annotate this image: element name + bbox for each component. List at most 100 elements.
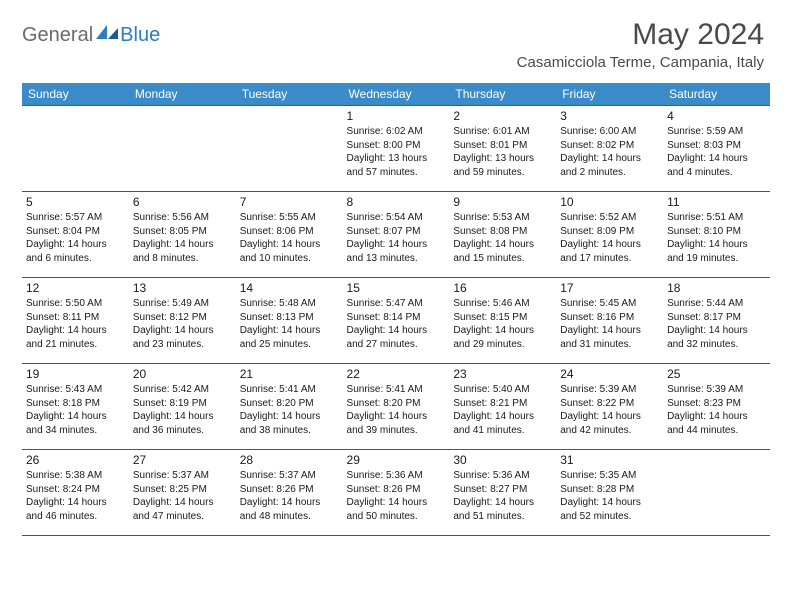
day-detail: Sunrise: 5:44 AMSunset: 8:17 PMDaylight:… [667, 297, 766, 351]
day-number: 10 [560, 195, 659, 209]
day-cell: 23 Sunrise: 5:40 AMSunset: 8:21 PMDayligh… [449, 364, 556, 450]
weekday-header-row: SundayMondayTuesdayWednesdayThursdayFrid… [22, 83, 770, 106]
weekday-header: Friday [556, 83, 663, 106]
day-detail: Sunrise: 5:38 AMSunset: 8:24 PMDaylight:… [26, 469, 125, 523]
day-cell: 11 Sunrise: 5:51 AMSunset: 8:10 PMDayligh… [663, 192, 770, 278]
month-title: May 2024 [517, 18, 764, 52]
day-number: 20 [133, 367, 232, 381]
day-detail: Sunrise: 5:59 AMSunset: 8:03 PMDaylight:… [667, 125, 766, 179]
day-cell: 19 Sunrise: 5:43 AMSunset: 8:18 PMDayligh… [22, 364, 129, 450]
day-detail: Sunrise: 5:52 AMSunset: 8:09 PMDaylight:… [560, 211, 659, 265]
day-detail: Sunrise: 5:45 AMSunset: 8:16 PMDaylight:… [560, 297, 659, 351]
day-cell: 15 Sunrise: 5:47 AMSunset: 8:14 PMDayligh… [343, 278, 450, 364]
weekday-header: Wednesday [343, 83, 450, 106]
day-detail: Sunrise: 5:53 AMSunset: 8:08 PMDaylight:… [453, 211, 552, 265]
day-number: 2 [453, 109, 552, 123]
logo-sail-icon [96, 25, 118, 41]
week-row: 5 Sunrise: 5:57 AMSunset: 8:04 PMDaylight… [22, 192, 770, 278]
day-cell: 14 Sunrise: 5:48 AMSunset: 8:13 PMDayligh… [236, 278, 343, 364]
day-number: 31 [560, 453, 659, 467]
day-number: 22 [347, 367, 446, 381]
day-number: 26 [26, 453, 125, 467]
day-number: 11 [667, 195, 766, 209]
day-number: 21 [240, 367, 339, 381]
day-detail: Sunrise: 5:47 AMSunset: 8:14 PMDaylight:… [347, 297, 446, 351]
day-detail: Sunrise: 5:51 AMSunset: 8:10 PMDaylight:… [667, 211, 766, 265]
day-detail: Sunrise: 5:37 AMSunset: 8:25 PMDaylight:… [133, 469, 232, 523]
day-cell: 2 Sunrise: 6:01 AMSunset: 8:01 PMDaylight… [449, 106, 556, 192]
week-row: 26 Sunrise: 5:38 AMSunset: 8:24 PMDayligh… [22, 450, 770, 536]
day-cell: 17 Sunrise: 5:45 AMSunset: 8:16 PMDayligh… [556, 278, 663, 364]
day-number: 19 [26, 367, 125, 381]
day-cell: 9 Sunrise: 5:53 AMSunset: 8:08 PMDaylight… [449, 192, 556, 278]
day-number: 25 [667, 367, 766, 381]
day-cell: 13Sunrise: 5:49 AMSunset: 8:12 PMDayligh… [129, 278, 236, 364]
day-detail: Sunrise: 5:46 AMSunset: 8:15 PMDaylight:… [453, 297, 552, 351]
day-cell: 28Sunrise: 5:37 AMSunset: 8:26 PMDayligh… [236, 450, 343, 536]
day-number: 5 [26, 195, 125, 209]
day-number: 15 [347, 281, 446, 295]
week-row: 1Sunrise: 6:02 AMSunset: 8:00 PMDaylight… [22, 106, 770, 192]
day-number: 14 [240, 281, 339, 295]
calendar-body: 1Sunrise: 6:02 AMSunset: 8:00 PMDaylight… [22, 106, 770, 536]
day-cell [129, 106, 236, 192]
day-detail: Sunrise: 5:50 AMSunset: 8:11 PMDaylight:… [26, 297, 125, 351]
day-cell: 30 Sunrise: 5:36 AMSunset: 8:27 PMDayligh… [449, 450, 556, 536]
day-detail: Sunrise: 5:39 AMSunset: 8:22 PMDaylight:… [560, 383, 659, 437]
day-number: 30 [453, 453, 552, 467]
day-cell: 24 Sunrise: 5:39 AMSunset: 8:22 PMDayligh… [556, 364, 663, 450]
day-cell: 12 Sunrise: 5:50 AMSunset: 8:11 PMDayligh… [22, 278, 129, 364]
day-number: 23 [453, 367, 552, 381]
logo-text-blue: Blue [120, 24, 160, 47]
day-number: 12 [26, 281, 125, 295]
day-cell: 31 Sunrise: 5:35 AMSunset: 8:28 PMDayligh… [556, 450, 663, 536]
day-detail: Sunrise: 5:39 AMSunset: 8:23 PMDaylight:… [667, 383, 766, 437]
day-detail: Sunrise: 5:43 AMSunset: 8:18 PMDaylight:… [26, 383, 125, 437]
header: General Blue May 2024 Casamicciola Terme… [0, 0, 792, 77]
day-number: 8 [347, 195, 446, 209]
day-cell: 29Sunrise: 5:36 AMSunset: 8:26 PMDayligh… [343, 450, 450, 536]
day-cell: 8 Sunrise: 5:54 AMSunset: 8:07 PMDaylight… [343, 192, 450, 278]
day-detail: Sunrise: 5:56 AMSunset: 8:05 PMDaylight:… [133, 211, 232, 265]
day-cell [236, 106, 343, 192]
day-detail: Sunrise: 5:54 AMSunset: 8:07 PMDaylight:… [347, 211, 446, 265]
day-cell: 18 Sunrise: 5:44 AMSunset: 8:17 PMDayligh… [663, 278, 770, 364]
day-number: 16 [453, 281, 552, 295]
day-cell: 6Sunrise: 5:56 AMSunset: 8:05 PMDaylight… [129, 192, 236, 278]
day-detail: Sunrise: 5:35 AMSunset: 8:28 PMDaylight:… [560, 469, 659, 523]
day-detail: Sunrise: 5:37 AMSunset: 8:26 PMDaylight:… [240, 469, 339, 523]
day-cell [22, 106, 129, 192]
day-cell: 16 Sunrise: 5:46 AMSunset: 8:15 PMDayligh… [449, 278, 556, 364]
week-row: 12 Sunrise: 5:50 AMSunset: 8:11 PMDayligh… [22, 278, 770, 364]
logo: General Blue [22, 18, 160, 47]
day-cell: 7Sunrise: 5:55 AMSunset: 8:06 PMDaylight… [236, 192, 343, 278]
day-number: 4 [667, 109, 766, 123]
day-detail: Sunrise: 6:00 AMSunset: 8:02 PMDaylight:… [560, 125, 659, 179]
day-detail: Sunrise: 5:40 AMSunset: 8:21 PMDaylight:… [453, 383, 552, 437]
day-cell: 27 Sunrise: 5:37 AMSunset: 8:25 PMDayligh… [129, 450, 236, 536]
day-number: 27 [133, 453, 232, 467]
day-number: 9 [453, 195, 552, 209]
day-number: 18 [667, 281, 766, 295]
day-number: 13 [133, 281, 232, 295]
day-detail: Sunrise: 5:57 AMSunset: 8:04 PMDaylight:… [26, 211, 125, 265]
day-detail: Sunrise: 6:01 AMSunset: 8:01 PMDaylight:… [453, 125, 552, 179]
day-cell: 1Sunrise: 6:02 AMSunset: 8:00 PMDaylight… [343, 106, 450, 192]
day-detail: Sunrise: 5:36 AMSunset: 8:27 PMDaylight:… [453, 469, 552, 523]
weekday-header: Thursday [449, 83, 556, 106]
day-detail: Sunrise: 6:02 AMSunset: 8:00 PMDaylight:… [347, 125, 446, 179]
day-detail: Sunrise: 5:48 AMSunset: 8:13 PMDaylight:… [240, 297, 339, 351]
day-cell: 4 Sunrise: 5:59 AMSunset: 8:03 PMDaylight… [663, 106, 770, 192]
title-block: May 2024 Casamicciola Terme, Campania, I… [517, 18, 764, 71]
weekday-header: Tuesday [236, 83, 343, 106]
day-detail: Sunrise: 5:41 AMSunset: 8:20 PMDaylight:… [347, 383, 446, 437]
weekday-header: Monday [129, 83, 236, 106]
location-subtitle: Casamicciola Terme, Campania, Italy [517, 54, 764, 71]
day-cell: 20 Sunrise: 5:42 AMSunset: 8:19 PMDayligh… [129, 364, 236, 450]
logo-text-general: General [22, 24, 93, 47]
day-cell: 3Sunrise: 6:00 AMSunset: 8:02 PMDaylight… [556, 106, 663, 192]
day-number: 24 [560, 367, 659, 381]
weekday-header: Saturday [663, 83, 770, 106]
day-detail: Sunrise: 5:42 AMSunset: 8:19 PMDaylight:… [133, 383, 232, 437]
day-number: 17 [560, 281, 659, 295]
